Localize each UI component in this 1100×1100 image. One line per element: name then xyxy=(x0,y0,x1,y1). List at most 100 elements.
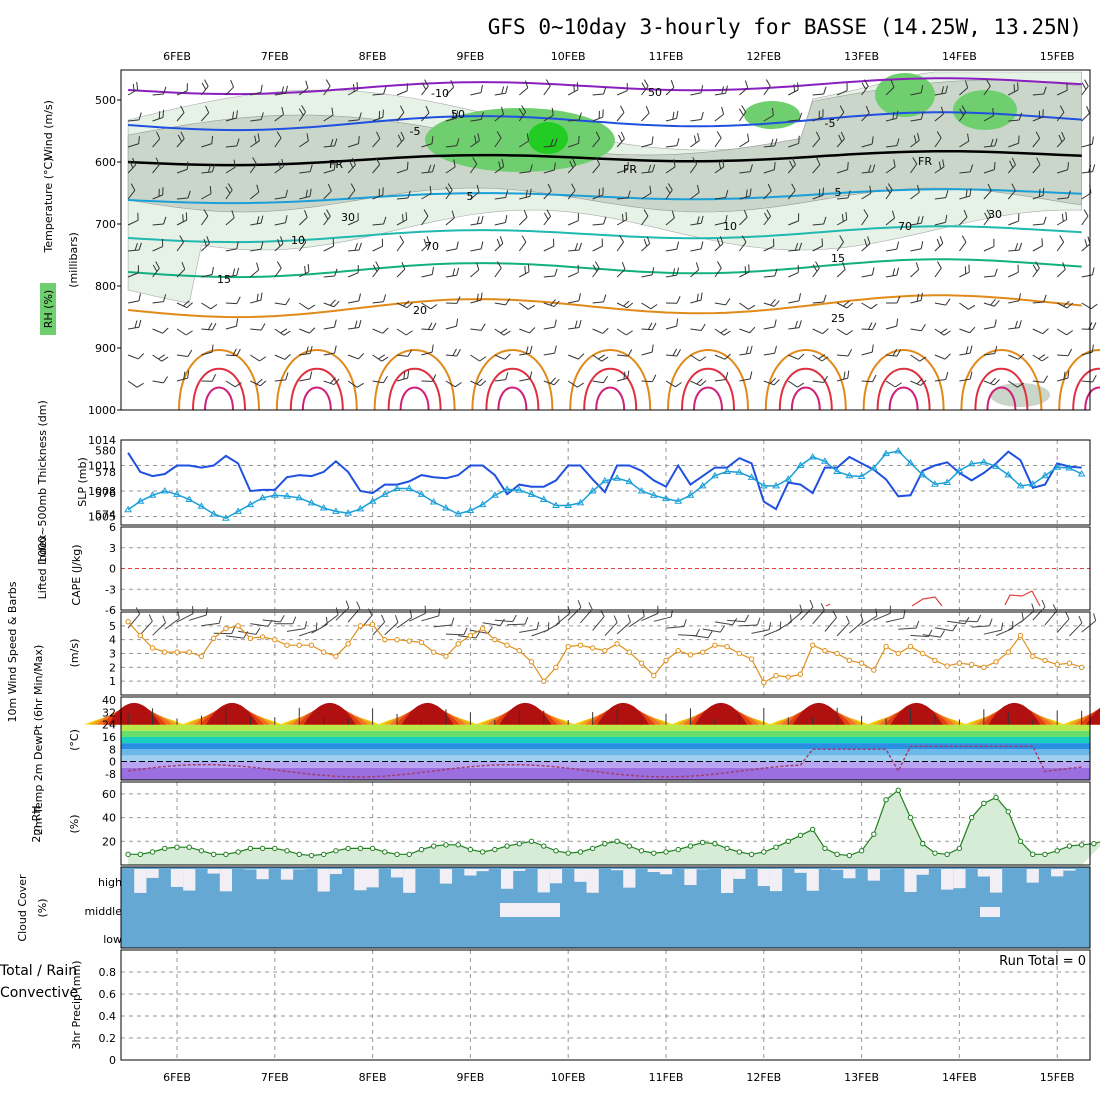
barb-flag xyxy=(920,379,927,386)
barb-flag xyxy=(132,157,137,166)
wind-barb xyxy=(934,190,949,200)
wind-barb xyxy=(323,209,331,226)
temp2m-ylabel: 2m Temp 2m DewPt (6hr Min/Max) xyxy=(32,645,45,835)
wind-barb xyxy=(690,241,704,252)
barb-flag xyxy=(1061,131,1066,140)
barb-flag xyxy=(545,79,551,87)
barb-flag xyxy=(162,109,165,118)
barb-shaft xyxy=(127,164,136,174)
wind-barb xyxy=(396,300,413,309)
barb-flag xyxy=(277,238,281,247)
slp-marker xyxy=(552,501,560,508)
wind-barb xyxy=(396,349,413,357)
barb-shaft xyxy=(152,246,163,252)
wind-barb xyxy=(592,376,608,384)
barb-shaft xyxy=(910,354,920,362)
barb-flag xyxy=(211,344,214,353)
barb-flag xyxy=(595,131,601,139)
barb-flag xyxy=(818,188,821,197)
barb-shaft xyxy=(458,635,477,639)
barb-flag xyxy=(725,371,729,380)
high-cloud-gap xyxy=(207,869,220,874)
wind-barb xyxy=(812,328,829,335)
barb-shaft xyxy=(176,241,185,252)
wind-barb xyxy=(1056,328,1074,336)
wind-speed-point xyxy=(687,652,694,658)
barb-shaft xyxy=(299,195,311,200)
barb-flag xyxy=(602,109,604,118)
barb-flag xyxy=(916,216,920,225)
barb-flag xyxy=(920,292,923,301)
contour-label: 30 xyxy=(988,208,1002,221)
barb-flag xyxy=(896,295,901,304)
barb-shaft xyxy=(983,326,995,330)
rh-point xyxy=(492,846,498,853)
barb-flag xyxy=(699,356,707,362)
barb-shaft xyxy=(127,613,141,629)
barb-shaft xyxy=(323,145,335,148)
wind-barb xyxy=(127,183,136,200)
wind-barb xyxy=(1008,135,1020,148)
barb-shaft xyxy=(494,113,504,122)
barb-flag xyxy=(276,131,282,139)
wind-barb xyxy=(959,326,976,334)
barb-flag xyxy=(447,183,453,191)
wind-speed-point xyxy=(638,660,645,666)
wind-barb xyxy=(445,138,460,148)
barb-flag xyxy=(138,293,141,302)
barb-shaft xyxy=(763,275,775,278)
barb-flag xyxy=(843,300,850,307)
wind-barb xyxy=(910,184,920,200)
barb-flag xyxy=(1063,300,1070,307)
wind-barb xyxy=(543,79,551,96)
barb-shaft xyxy=(739,140,749,148)
barb-flag xyxy=(994,268,998,277)
barb-shaft xyxy=(274,243,284,252)
temp-tick-label: 32 xyxy=(102,706,116,719)
wind-barb xyxy=(1032,216,1047,226)
top-date-axis: 6FEB 7FEB 8FEB 9FEB 10FEB 11FEB 12FEB 13FEB 14FE… xyxy=(163,50,1075,63)
barb-flag xyxy=(456,110,459,119)
barb-flag xyxy=(138,353,145,360)
wind-barb xyxy=(763,107,774,122)
high-cloud-gap xyxy=(721,869,734,893)
li-tick-label: 6 xyxy=(109,521,116,534)
wind-barb xyxy=(250,323,266,331)
wind-speed-point xyxy=(626,649,633,655)
wind-barb xyxy=(1044,604,1058,626)
wind-barb xyxy=(641,374,657,383)
barb-shaft xyxy=(1056,269,1066,278)
wind-barb xyxy=(1032,261,1040,278)
rh-point xyxy=(174,844,180,850)
barb-shaft xyxy=(543,622,560,633)
pressure-tick-label: 600 xyxy=(95,156,116,169)
barb-flag xyxy=(569,160,574,169)
barb-flag xyxy=(529,164,533,172)
barb-flag xyxy=(839,105,845,113)
wind-barb xyxy=(983,268,998,278)
contour-label: -5 xyxy=(410,125,421,138)
high-cloud-gap xyxy=(170,869,184,887)
wind-speed-point xyxy=(504,642,510,648)
wind-barb xyxy=(225,159,236,174)
barb-flag xyxy=(578,242,583,251)
barb-shaft xyxy=(983,275,995,278)
wind-barb xyxy=(910,324,926,332)
barb-flag xyxy=(256,184,260,193)
wind-barb xyxy=(445,380,462,388)
barb-flag xyxy=(453,159,456,168)
li-tick-label: 0 xyxy=(109,563,116,576)
barb-flag xyxy=(578,353,585,360)
barb-shaft xyxy=(567,89,579,96)
barb-shaft xyxy=(299,378,311,382)
wind-speed-point xyxy=(675,648,681,654)
barb-flag xyxy=(402,214,404,222)
barb-shaft xyxy=(934,92,946,96)
barb-flag xyxy=(818,110,820,119)
barb-shaft xyxy=(959,620,978,623)
barb-shaft xyxy=(127,354,139,360)
wind-barb xyxy=(763,377,780,386)
barb-flag xyxy=(984,212,989,220)
barb-flag xyxy=(676,138,680,146)
